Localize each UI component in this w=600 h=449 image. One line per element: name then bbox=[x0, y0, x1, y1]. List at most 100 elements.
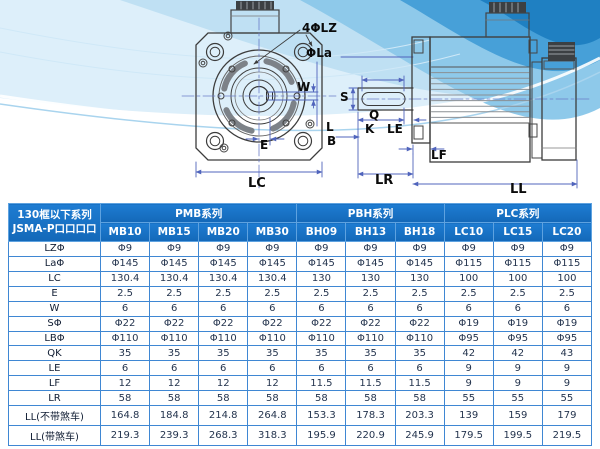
dim-label-lc: LC bbox=[248, 176, 266, 191]
spec-cell: 2.5 bbox=[198, 285, 249, 302]
table-row: QK 35 35 35 35 35 35 35 42 42 43 bbox=[8, 345, 593, 362]
motor-body bbox=[429, 36, 531, 163]
spec-cell: Φ145 bbox=[345, 255, 396, 272]
dim-label-e: E bbox=[260, 138, 269, 152]
spec-cell: 6 bbox=[247, 360, 298, 377]
spec-cell: Φ22 bbox=[296, 315, 347, 332]
spec-cell: 58 bbox=[198, 390, 249, 407]
spec-cell: 6 bbox=[198, 360, 249, 377]
spec-cell: Φ9 bbox=[149, 241, 200, 257]
dim-label-w: W bbox=[297, 80, 311, 94]
spec-cell: Φ9 bbox=[99, 241, 151, 257]
table-row: LBΦ Φ110 Φ110 Φ110 Φ110 Φ110 Φ110 Φ110 Φ95 Φ95 Φ95 bbox=[8, 330, 593, 347]
spec-cell: 35 bbox=[149, 345, 200, 362]
column-header: BH18 bbox=[394, 222, 445, 242]
spec-cell: 35 bbox=[296, 345, 347, 362]
spec-cell: 6 bbox=[394, 300, 445, 317]
front-view bbox=[181, 1, 414, 189]
column-header: BH09 bbox=[296, 222, 347, 242]
spec-cell: 159 bbox=[492, 405, 543, 427]
spec-cell: 6 bbox=[345, 360, 396, 377]
spec-cell: 6 bbox=[99, 300, 151, 317]
spec-cell: 100 bbox=[541, 270, 593, 287]
spec-cell: 264.8 bbox=[247, 405, 298, 427]
row-label: SΦ bbox=[8, 315, 101, 332]
spec-cell: 6 bbox=[541, 300, 593, 317]
spec-cell: Φ95 bbox=[541, 330, 593, 347]
spec-cell: 11.5 bbox=[345, 375, 396, 392]
side-connector-body bbox=[485, 12, 530, 38]
column-header: LC20 bbox=[541, 222, 593, 242]
spec-cell: 42 bbox=[492, 345, 543, 362]
spec-cell: 42 bbox=[443, 345, 494, 362]
spec-cell: Φ9 bbox=[345, 241, 396, 257]
spec-cell: 130.4 bbox=[149, 270, 200, 287]
table-row: LC 130.4 130.4 130.4 130.4 130 130 130 100 100 100 bbox=[8, 270, 593, 287]
spec-cell: Φ22 bbox=[99, 315, 151, 332]
column-header: LC10 bbox=[443, 222, 494, 242]
column-header: BH13 bbox=[345, 222, 396, 242]
table-row: LF 12 12 12 12 11.5 11.5 11.5 9 9 9 bbox=[8, 375, 593, 392]
spec-cell: 58 bbox=[247, 390, 298, 407]
series-range-label: 130框以下系列 bbox=[17, 208, 92, 221]
spec-cell: 268.3 bbox=[198, 425, 249, 446]
spec-cell: 184.8 bbox=[149, 405, 200, 427]
spec-cell: 9 bbox=[492, 375, 543, 392]
spec-cell: Φ22 bbox=[198, 315, 249, 332]
flange-outline bbox=[195, 32, 323, 161]
table-row: LR 58 58 58 58 58 58 58 55 55 55 bbox=[8, 390, 593, 407]
spec-cell: Φ95 bbox=[492, 330, 543, 347]
dim-label-ll: LL bbox=[510, 182, 527, 197]
column-header: MB10 bbox=[99, 222, 151, 242]
side-view bbox=[335, 2, 591, 189]
spec-cell: 55 bbox=[541, 390, 593, 407]
spec-cell: 9 bbox=[443, 375, 494, 392]
spec-cell: 2.5 bbox=[247, 285, 298, 302]
dim-label-lf: LF bbox=[431, 148, 447, 162]
table-row: E 2.5 2.5 2.5 2.5 2.5 2.5 2.5 2.5 2.5 2.5 bbox=[8, 285, 593, 302]
spec-cell: 6 bbox=[345, 300, 396, 317]
spec-cell: 55 bbox=[492, 390, 543, 407]
spec-cell: 6 bbox=[149, 360, 200, 377]
spec-cell: 11.5 bbox=[394, 375, 445, 392]
table-row: LZΦ Φ9 Φ9 Φ9 Φ9 Φ9 Φ9 Φ9 Φ9 Φ9 Φ9 bbox=[8, 241, 593, 257]
group-header: PBH系列 bbox=[296, 203, 445, 223]
spec-cell: 6 bbox=[394, 360, 445, 377]
spec-cell: 2.5 bbox=[492, 285, 543, 302]
spec-cell: 6 bbox=[99, 360, 151, 377]
table-row: LL(带煞车) 219.3 239.3 268.3 318.3 195.9 220.9 245… bbox=[8, 425, 593, 446]
spec-cell: 153.3 bbox=[296, 405, 347, 427]
spec-cell: Φ115 bbox=[541, 255, 593, 272]
technical-drawing bbox=[0, 0, 600, 189]
spec-cell: Φ115 bbox=[443, 255, 494, 272]
spec-cell: Φ145 bbox=[296, 255, 347, 272]
row-label: LZΦ bbox=[8, 241, 101, 257]
spec-cell: Φ22 bbox=[149, 315, 200, 332]
spec-cell: 6 bbox=[296, 360, 347, 377]
spec-cell: 139 bbox=[443, 405, 494, 427]
spec-cell: 164.8 bbox=[99, 405, 151, 427]
spec-cell: 199.5 bbox=[492, 425, 543, 446]
spec-cell: 11.5 bbox=[296, 375, 347, 392]
spec-cell: Φ9 bbox=[443, 241, 494, 257]
spec-cell: 130.4 bbox=[198, 270, 249, 287]
spec-cell: Φ145 bbox=[247, 255, 298, 272]
spec-cell: 2.5 bbox=[296, 285, 347, 302]
spec-cell: 35 bbox=[99, 345, 151, 362]
spec-cell: 58 bbox=[99, 390, 151, 407]
spec-cell: 178.3 bbox=[345, 405, 396, 427]
dim-label-b: B bbox=[327, 134, 337, 148]
row-label: LaΦ bbox=[8, 255, 101, 272]
spec-cell: 130 bbox=[345, 270, 396, 287]
spec-cell: 9 bbox=[492, 360, 543, 377]
spec-cell: 2.5 bbox=[149, 285, 200, 302]
spec-cell: Φ9 bbox=[247, 241, 298, 257]
spec-cell: 195.9 bbox=[296, 425, 347, 446]
row-label: E bbox=[8, 285, 101, 302]
spec-cell: Φ110 bbox=[345, 330, 396, 347]
spec-cell: 130.4 bbox=[247, 270, 298, 287]
spec-cell: 58 bbox=[345, 390, 396, 407]
spec-cell: Φ110 bbox=[149, 330, 200, 347]
